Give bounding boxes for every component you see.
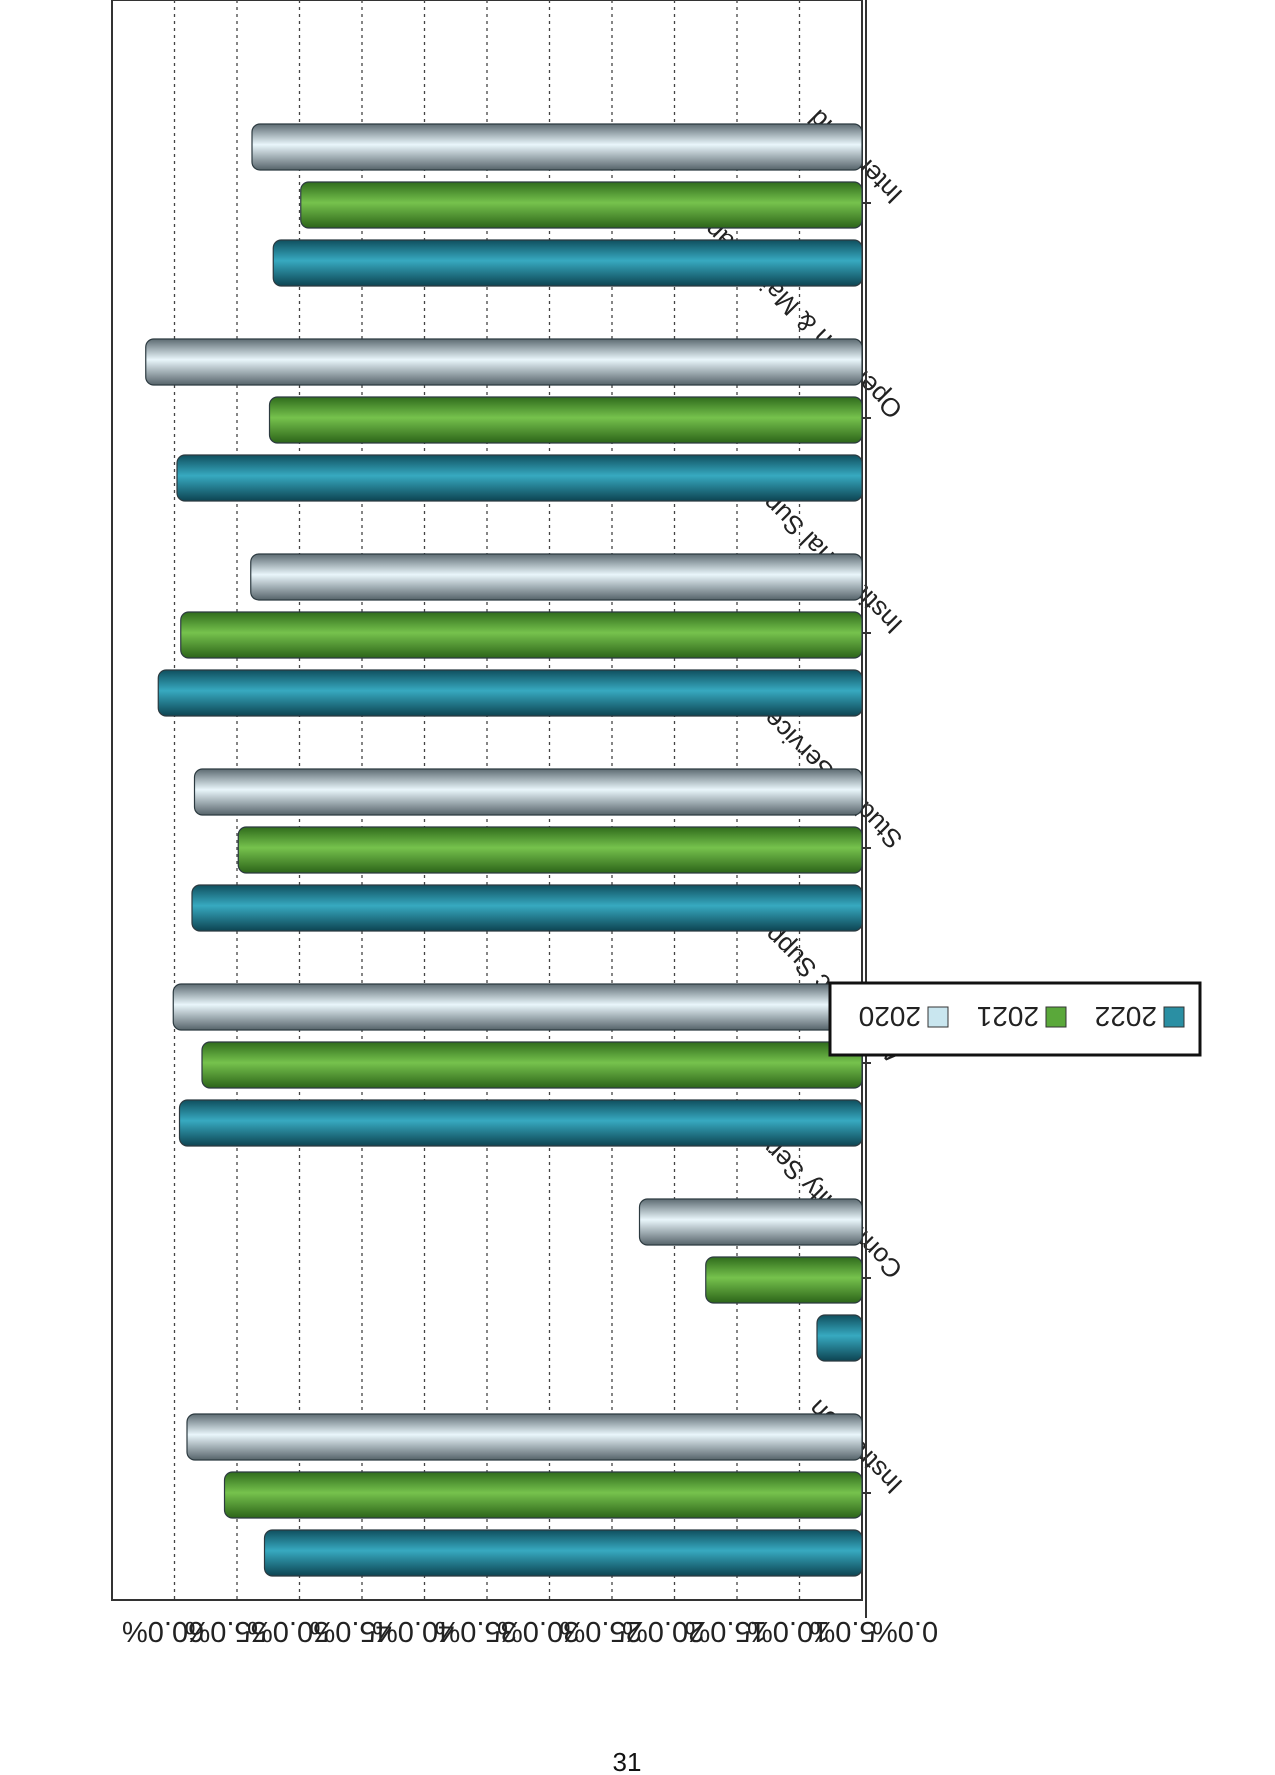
y-tick-label: 40.0% bbox=[372, 1615, 454, 1647]
bar-2022 bbox=[191, 884, 863, 932]
bar-2022 bbox=[263, 1529, 863, 1577]
y-tick-label: 0.0% bbox=[872, 1615, 938, 1647]
y-tick-label: 20.0% bbox=[622, 1615, 704, 1647]
bar-2021 bbox=[223, 1471, 863, 1519]
y-tick-label: 45.0% bbox=[310, 1615, 392, 1647]
bar-2021 bbox=[201, 1041, 863, 1089]
bar-2020 bbox=[186, 1413, 863, 1461]
y-tick-label: 30.0% bbox=[497, 1615, 579, 1647]
bar-2020 bbox=[251, 123, 863, 171]
y-tick-label: 35.0% bbox=[435, 1615, 517, 1647]
legend-swatch bbox=[1163, 1006, 1185, 1028]
bar-2021 bbox=[705, 1256, 863, 1304]
bar-2020 bbox=[193, 768, 863, 816]
bar-2020 bbox=[172, 983, 863, 1031]
bar-2022 bbox=[272, 239, 863, 287]
bar-2021 bbox=[300, 181, 863, 229]
y-tick-label: 60.0% bbox=[122, 1615, 204, 1647]
bar-2020 bbox=[145, 338, 863, 386]
bar-2020 bbox=[638, 1198, 863, 1246]
bar-2022 bbox=[816, 1314, 863, 1362]
page-number: 31 bbox=[613, 1747, 642, 1775]
y-tick-label: 50.0% bbox=[247, 1615, 329, 1647]
legend-label: 2021 bbox=[977, 1001, 1039, 1032]
bar-2020 bbox=[250, 553, 863, 601]
bar-2021 bbox=[237, 826, 863, 874]
legend: 2022 2021 2020 bbox=[828, 981, 1202, 1057]
bar-2021 bbox=[268, 396, 863, 444]
y-tick-label: 10.0% bbox=[747, 1615, 829, 1647]
legend-label: 2022 bbox=[1095, 1001, 1157, 1032]
bar-2022 bbox=[176, 454, 863, 502]
bar-2022 bbox=[178, 1099, 863, 1147]
legend-box bbox=[828, 981, 1202, 1057]
legend-swatch bbox=[927, 1006, 949, 1028]
plot-area: 0.0%5.0%10.0%15.0%20.0%25.0%30.0%35.0%40… bbox=[111, 0, 1202, 1647]
y-tick-label: 15.0% bbox=[685, 1615, 767, 1647]
y-tick-label: 5.0% bbox=[810, 1615, 876, 1647]
legend-label: 2020 bbox=[859, 1001, 921, 1032]
bar-2021 bbox=[180, 611, 863, 659]
y-tick-label: 25.0% bbox=[560, 1615, 642, 1647]
legend-swatch bbox=[1045, 1006, 1067, 1028]
bar-2022 bbox=[157, 669, 863, 717]
y-tick-label: 55.0% bbox=[185, 1615, 267, 1647]
